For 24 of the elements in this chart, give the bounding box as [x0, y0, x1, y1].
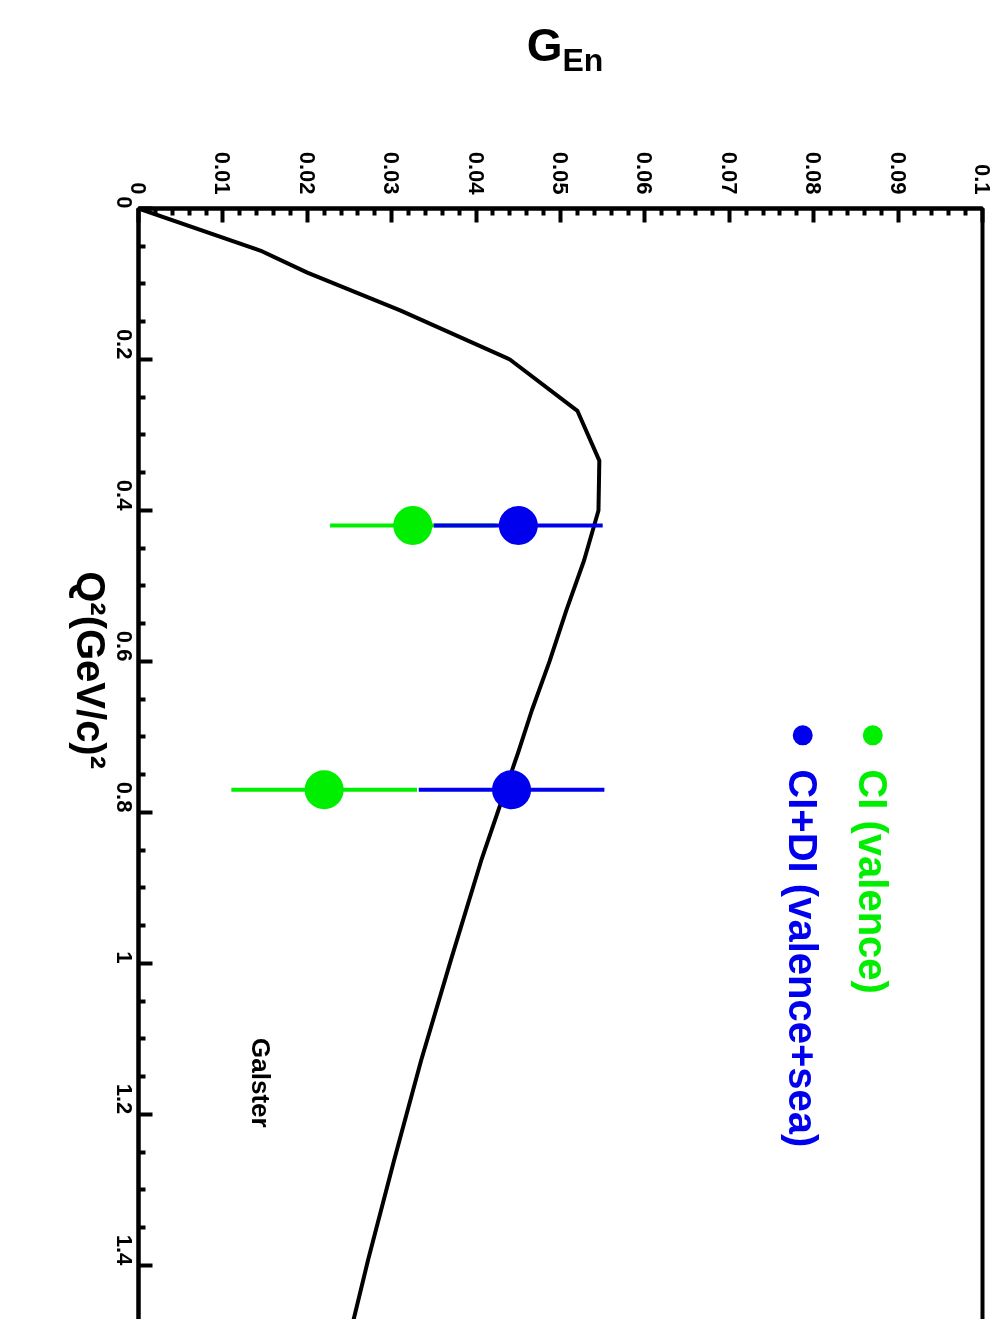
x-tick-label: 0.03	[379, 151, 405, 195]
x-tick-label: 0.1	[970, 163, 995, 195]
y-tick-label: 0.4	[112, 479, 137, 512]
y-tick-label: 1	[112, 951, 137, 964]
y-tick-label: 0	[112, 196, 137, 209]
y-tick-label: 1.2	[112, 1083, 137, 1115]
legend-label: CI (valence)	[850, 769, 895, 994]
x-tick-label: 0.02	[294, 151, 320, 195]
y-tick-label: 1.4	[112, 1234, 137, 1267]
x-tick-label: 0.08	[801, 151, 827, 195]
y-tick-label: 0.8	[112, 781, 137, 813]
x-tick-label: 0	[126, 182, 151, 195]
x-axis-title: G$_{En}$	[526, 18, 604, 81]
y-tick-label: 0.2	[112, 328, 137, 360]
annotation: Galster	[245, 1038, 276, 1128]
x-tick-label: 0.05	[548, 151, 573, 195]
x-tick-label: 0.06	[632, 151, 658, 195]
x-tick-label: 0.09	[885, 151, 911, 195]
legend-label: CI+DI (valence+sea)	[780, 769, 825, 1148]
x-tick-label: 0.01	[210, 151, 236, 195]
x-tick-label: 0.07	[716, 151, 742, 195]
y-tick-label: 0.6	[112, 630, 137, 662]
x-tick-label: 0.04	[463, 151, 489, 196]
y-axis-title: Q²(GeV/c)²	[68, 571, 113, 769]
